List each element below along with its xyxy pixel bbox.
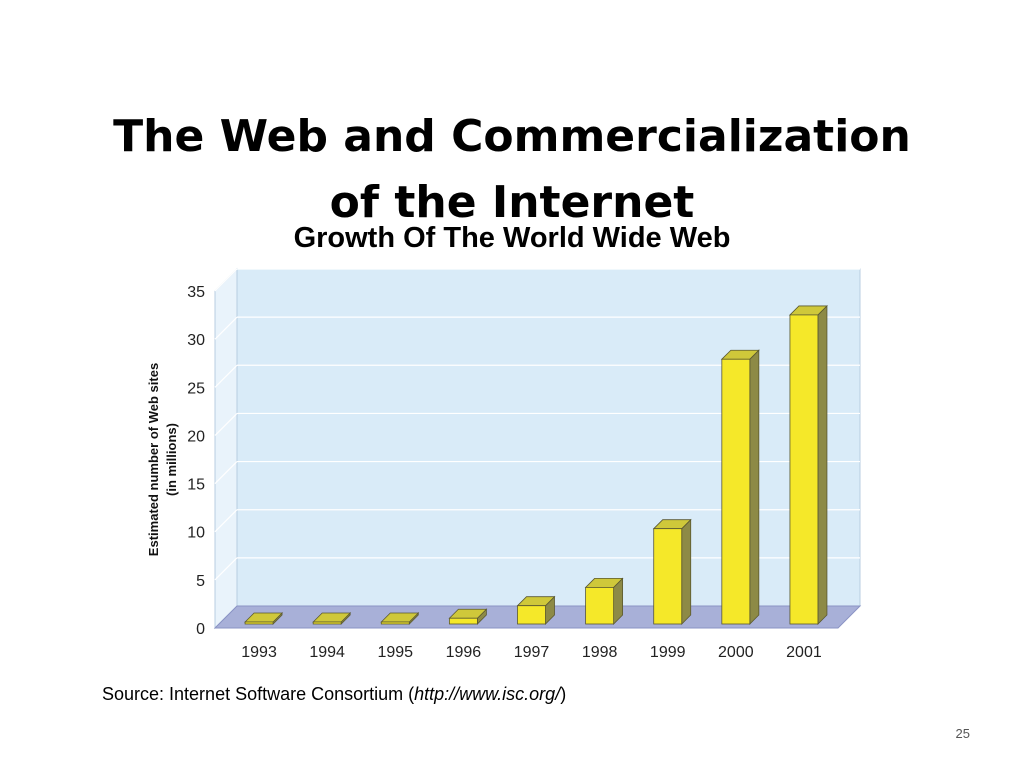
bar: [244, 612, 284, 625]
bar-front: [448, 617, 478, 625]
y-tick-label: 10: [187, 525, 205, 542]
bar: [380, 612, 420, 625]
side-wall: [214, 267, 238, 630]
gridline-side: [214, 509, 238, 533]
gridline-side: [214, 364, 238, 388]
y-tick-label: 35: [187, 284, 205, 301]
gridline-side: [214, 413, 238, 436]
bar-front: [789, 314, 819, 625]
bar: [720, 349, 760, 625]
x-tick-label: 1993: [241, 644, 277, 661]
slide-title-line-1: The Web and Commercialization: [113, 111, 911, 162]
bar: [652, 518, 692, 625]
source-url[interactable]: http://www.isc.org/: [414, 684, 561, 704]
gridline-side: [214, 316, 238, 340]
y-tick-label: 5: [196, 573, 205, 590]
y-axis-label-line: (in millions): [164, 423, 179, 496]
slide-title: The Web and Commercialization of the Int…: [0, 104, 1024, 236]
bar-front: [653, 528, 683, 625]
bar-front: [585, 587, 615, 625]
y-tick-label: 25: [187, 380, 205, 397]
x-tick-label: 1998: [582, 644, 618, 661]
gridline-side: [214, 461, 238, 484]
y-axis-label-line: Estimated number of Web sites: [146, 363, 161, 556]
source-suffix: ): [560, 684, 567, 704]
x-tick-label: 1996: [446, 644, 482, 661]
bar: [312, 612, 352, 625]
bar-side: [749, 349, 760, 625]
bar-front: [244, 621, 274, 625]
gridline-side: [214, 557, 238, 581]
x-tick-label: 1999: [650, 644, 686, 661]
bar-front: [312, 621, 342, 625]
source-note: Source: Internet Software Consortium (ht…: [102, 684, 566, 705]
source-prefix: Source: Internet Software Consortium (: [102, 684, 415, 704]
bar-side: [817, 304, 828, 625]
x-tick-label: 2001: [786, 644, 822, 661]
bar: [448, 608, 488, 625]
page-number: 25: [955, 726, 970, 741]
y-tick-label: 0: [196, 621, 205, 638]
bar-front: [721, 358, 751, 625]
bar-front: [517, 605, 546, 625]
back-wall: [236, 268, 861, 607]
slide-title-line-2: of the Internet: [329, 177, 695, 228]
x-tick-label: 1995: [377, 644, 413, 661]
bar: [516, 595, 556, 625]
bar-front: [380, 621, 410, 625]
bar-side: [681, 518, 692, 625]
bar: [788, 304, 828, 625]
x-tick-label: 2000: [718, 644, 754, 661]
bar: [584, 577, 624, 625]
x-tick-label: 1994: [309, 644, 345, 661]
y-tick-label: 30: [187, 332, 205, 349]
y-tick-label: 20: [187, 428, 205, 445]
x-tick-label: 1997: [514, 644, 550, 661]
chart-title: Growth Of The World Wide Web: [293, 222, 731, 254]
gridline-side: [214, 268, 238, 292]
y-tick-label: 15: [187, 477, 205, 494]
